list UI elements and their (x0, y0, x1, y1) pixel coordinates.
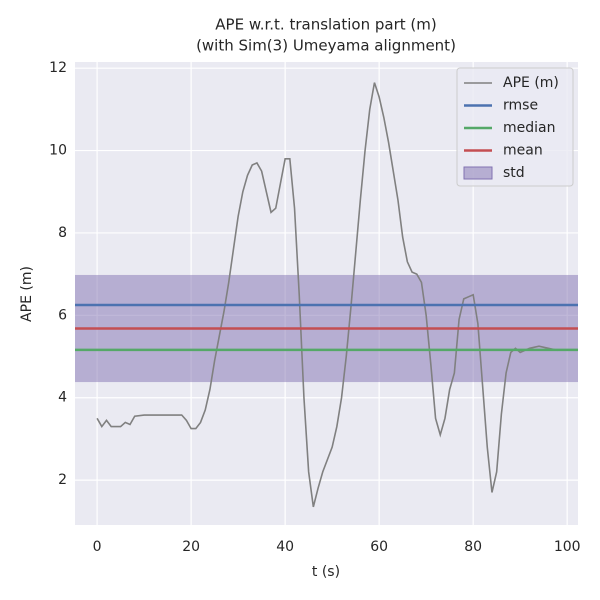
legend-box (456, 67, 574, 187)
ape-line (96, 82, 558, 508)
x-axis-label: t (s) (312, 564, 340, 580)
x-tick-label: 20 (182, 539, 200, 555)
x-tick-label: 100 (554, 539, 581, 555)
legend-label: APE (m) (503, 75, 559, 91)
y-axis-label: APE (m) (19, 266, 35, 322)
legend-label: rmse (503, 98, 538, 114)
chart-subtitle: (with Sim(3) Umeyama alignment) (196, 37, 456, 55)
legend-swatch (463, 166, 493, 180)
y-tick-label: 10 (49, 143, 67, 159)
legend-label: median (503, 120, 555, 136)
y-tick-label: 8 (58, 225, 67, 241)
x-tick-label: 80 (464, 539, 482, 555)
y-tick-label: 12 (49, 60, 67, 76)
chart-title: APE w.r.t. translation part (m) (215, 16, 436, 34)
x-tick-label: 60 (370, 539, 388, 555)
y-tick-label: 6 (58, 307, 67, 323)
plot (75, 82, 578, 508)
x-tick-label: 40 (276, 539, 294, 555)
x-tick-label: 0 (93, 539, 102, 555)
y-tick-label: 4 (58, 390, 67, 406)
legend-label: std (503, 165, 525, 181)
y-tick-label: 2 (58, 472, 67, 488)
legend-label: mean (503, 143, 543, 159)
